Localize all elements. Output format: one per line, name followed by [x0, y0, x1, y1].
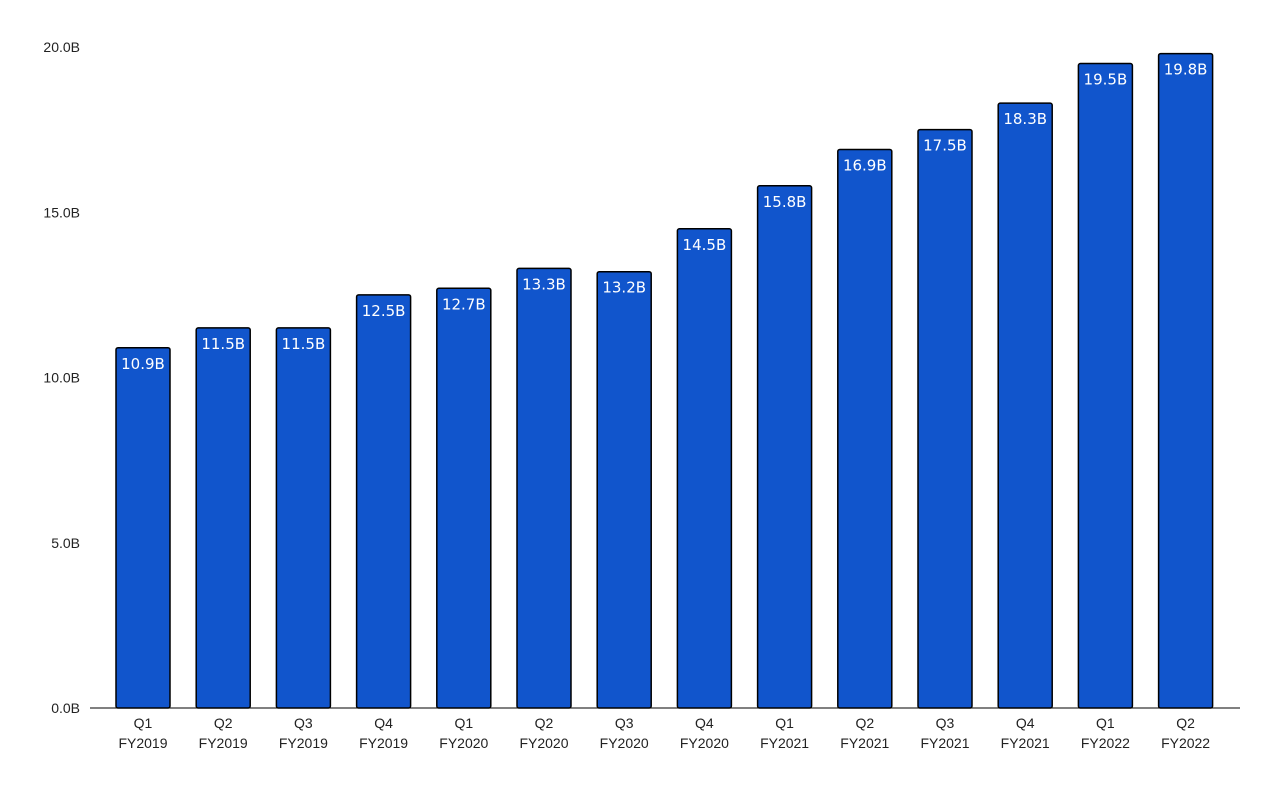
bar-value-label: 11.5B: [282, 335, 326, 353]
x-axis: Q1 FY2019 Q2 FY2019 Q3 FY2019 Q4 FY2019 Q1 FY2020…: [118, 715, 1210, 751]
x-tick-label-quarter: Q4: [1016, 715, 1035, 731]
x-tick-label-quarter: Q1: [775, 715, 794, 731]
x-tick-label-quarter: Q2: [535, 715, 554, 731]
x-tick-label-year: FY2021: [840, 735, 889, 751]
bar: [115, 347, 171, 709]
x-tick-label-year: FY2022: [1081, 735, 1130, 751]
bar-value-label: 17.5B: [923, 137, 967, 155]
y-tick-label: 15.0B: [43, 204, 80, 220]
bar-value-label: 10.9B: [121, 355, 165, 373]
x-tick-label-year: FY2020: [519, 735, 568, 751]
y-tick-label: 5.0B: [51, 535, 80, 551]
x-tick-label-quarter: Q3: [936, 715, 955, 731]
bar-value-label: 12.7B: [442, 295, 486, 313]
bar: [676, 228, 733, 709]
bars: 10.9B 11.5B 11.5B 12.5B 12.7B 13.3B 13.2B 14.5B…: [115, 52, 1214, 709]
bar-value-label: 14.5B: [683, 236, 727, 254]
y-tick-label: 0.0B: [51, 700, 80, 716]
x-tick-label-year: FY2022: [1161, 735, 1210, 751]
x-tick-label-quarter: Q3: [615, 715, 634, 731]
x-tick-label-quarter: Q4: [374, 715, 393, 731]
bar-value-label: 18.3B: [1003, 110, 1047, 128]
bar: [837, 148, 893, 709]
bar-value-label: 11.5B: [201, 335, 245, 353]
bar: [596, 270, 652, 709]
bar: [195, 327, 251, 709]
bar: [997, 102, 1053, 709]
bar-value-label: 16.9B: [843, 156, 887, 174]
bar-value-label: 19.8B: [1164, 61, 1208, 79]
x-tick-label-quarter: Q2: [1176, 715, 1195, 731]
bar-value-label: 19.5B: [1084, 71, 1128, 89]
x-tick-label-year: FY2020: [600, 735, 649, 751]
x-tick-label-quarter: Q4: [695, 715, 714, 731]
x-tick-label-quarter: Q1: [134, 715, 153, 731]
bar: [1077, 62, 1134, 709]
x-tick-label-year: FY2021: [1001, 735, 1050, 751]
x-tick-label-quarter: Q2: [855, 715, 874, 731]
x-tick-label-year: FY2021: [760, 735, 809, 751]
x-tick-label-quarter: Q1: [454, 715, 473, 731]
x-tick-label-year: FY2021: [920, 735, 969, 751]
y-tick-label: 10.0B: [43, 370, 80, 386]
bar: [436, 287, 492, 709]
bar-value-label: 13.3B: [522, 275, 566, 293]
bar: [355, 294, 412, 709]
y-tick-label: 20.0B: [43, 39, 80, 55]
x-tick-label-quarter: Q3: [294, 715, 313, 731]
x-tick-label-year: FY2019: [199, 735, 248, 751]
bar: [756, 185, 813, 709]
x-tick-label-quarter: Q1: [1096, 715, 1115, 731]
bar: [917, 128, 973, 709]
bar: [275, 327, 332, 709]
bar: [1157, 52, 1214, 709]
bar-value-label: 15.8B: [763, 193, 807, 211]
x-tick-label-year: FY2020: [439, 735, 488, 751]
x-tick-label-quarter: Q2: [214, 715, 233, 731]
y-axis: 0.0B 5.0B 10.0B 15.0B 20.0B: [43, 39, 80, 716]
bar: [516, 267, 572, 709]
x-tick-label-year: FY2020: [680, 735, 729, 751]
x-tick-label-year: FY2019: [118, 735, 167, 751]
x-tick-label-year: FY2019: [279, 735, 328, 751]
bar-value-label: 13.2B: [602, 279, 646, 297]
x-tick-label-year: FY2019: [359, 735, 408, 751]
bar-value-label: 12.5B: [362, 302, 406, 320]
